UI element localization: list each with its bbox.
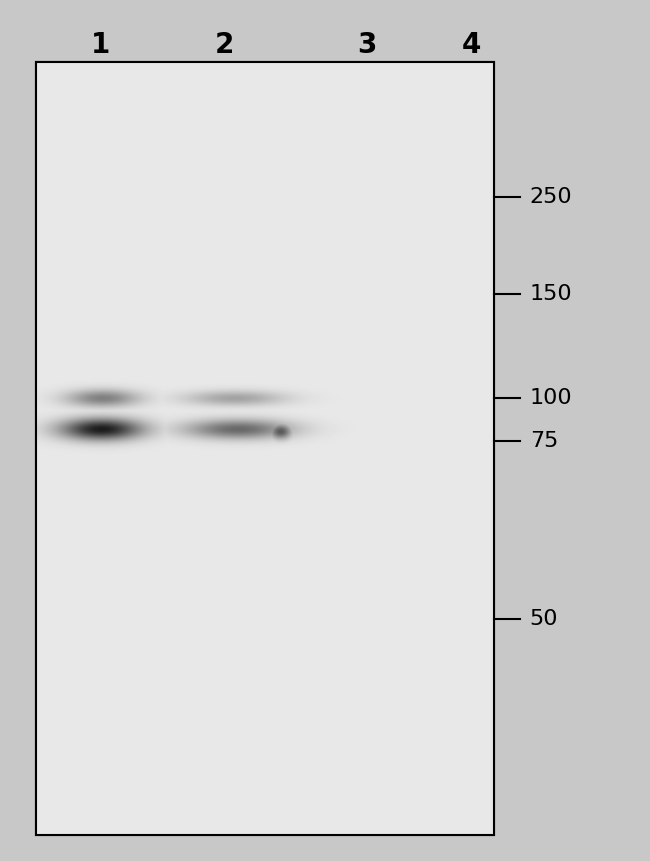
Text: 100: 100 [530,388,573,408]
Bar [36,62,494,835]
Text: 75: 75 [530,430,558,451]
Text: 3: 3 [358,31,377,59]
Text: 1: 1 [91,31,111,59]
Text: 150: 150 [530,284,573,304]
Bar [36,62,494,835]
Text: 250: 250 [530,188,573,208]
Text: 4: 4 [462,31,481,59]
Text: 2: 2 [214,31,234,59]
Text: 50: 50 [530,609,558,629]
